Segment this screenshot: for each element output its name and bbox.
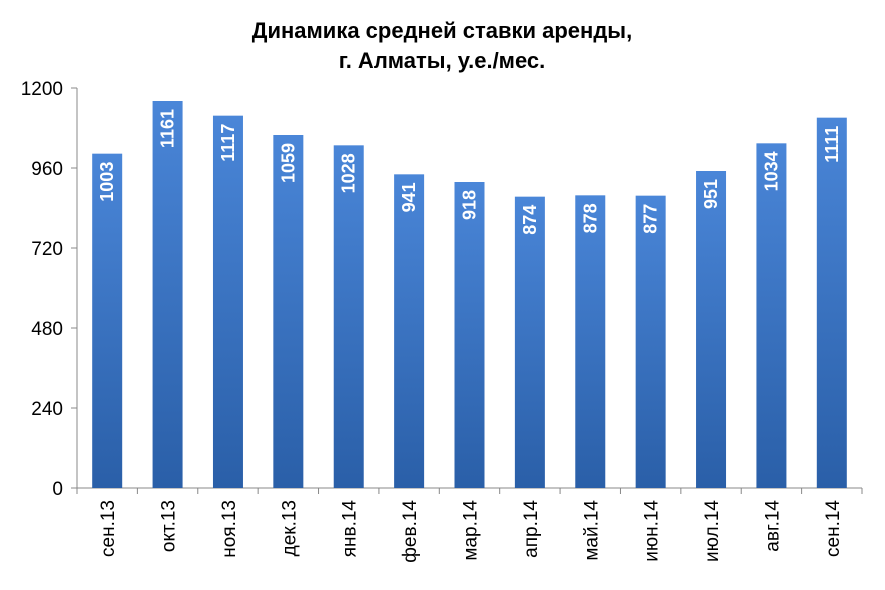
bar — [575, 195, 606, 489]
bar-value-label: 874 — [520, 205, 540, 235]
y-tick-label: 960 — [31, 159, 63, 180]
bar — [816, 117, 847, 489]
chart-title-line-1: Динамика средней ставки аренды, — [252, 18, 632, 43]
x-tick-label: апр.14 — [521, 500, 542, 558]
y-tick-label: 720 — [31, 239, 63, 260]
bar-value-label: 1034 — [761, 151, 781, 191]
x-tick-label: сен.14 — [823, 500, 844, 557]
x-tick-label: сен.13 — [98, 500, 119, 557]
bar — [696, 171, 727, 488]
bar — [454, 182, 485, 488]
bar-value-label: 951 — [701, 179, 721, 209]
bar — [635, 195, 666, 488]
bar — [92, 153, 123, 488]
x-axis-ticks: сен.13 окт.13 ноя.13 дек.13 янв.14 фев.14 мар.… — [76, 488, 863, 563]
y-tick-label: 1200 — [21, 79, 63, 100]
x-tick-label: май.14 — [581, 500, 602, 561]
bar — [514, 196, 545, 488]
x-tick-label: фев.14 — [400, 500, 421, 563]
x-tick-label: авг.14 — [762, 500, 783, 552]
y-axis-ticks: 0 240 480 720 960 1200 — [21, 79, 77, 500]
bar-value-label: 1161 — [158, 109, 178, 148]
bar — [756, 143, 787, 489]
x-tick-label: янв.14 — [340, 500, 361, 558]
bar-value-label: 1059 — [278, 143, 298, 183]
bar — [333, 145, 364, 489]
bar — [273, 135, 304, 488]
x-tick-label: июн.14 — [642, 500, 663, 562]
x-tick-label: ноя.13 — [219, 500, 240, 558]
x-tick-label: июл.14 — [702, 500, 723, 562]
x-tick-label: дек.13 — [279, 500, 300, 556]
bar-value-label: 877 — [641, 204, 661, 234]
bar — [212, 115, 243, 489]
y-tick-label: 240 — [31, 399, 63, 420]
bar-value-label: 1003 — [97, 162, 117, 202]
bar-value-label: 1117 — [218, 124, 238, 162]
chart-title-line-2: г. Алматы, у.е./мес. — [339, 48, 546, 73]
bar-value-label: 878 — [580, 203, 600, 233]
y-tick-label: 0 — [52, 479, 63, 500]
x-tick-label: мар.14 — [461, 500, 482, 561]
bar-value-label: 1111 — [822, 126, 842, 163]
bar-value-label: 918 — [460, 190, 480, 220]
bar — [394, 174, 425, 489]
bar — [152, 101, 183, 488]
bars-group: 1003 1161 1117 1059 1028 941 918 874 878 877 951 10… — [92, 101, 847, 489]
x-tick-label: окт.13 — [159, 500, 180, 552]
y-tick-label: 480 — [31, 319, 63, 340]
bar-value-label: 941 — [399, 182, 419, 212]
bar-value-label: 1028 — [339, 153, 359, 193]
